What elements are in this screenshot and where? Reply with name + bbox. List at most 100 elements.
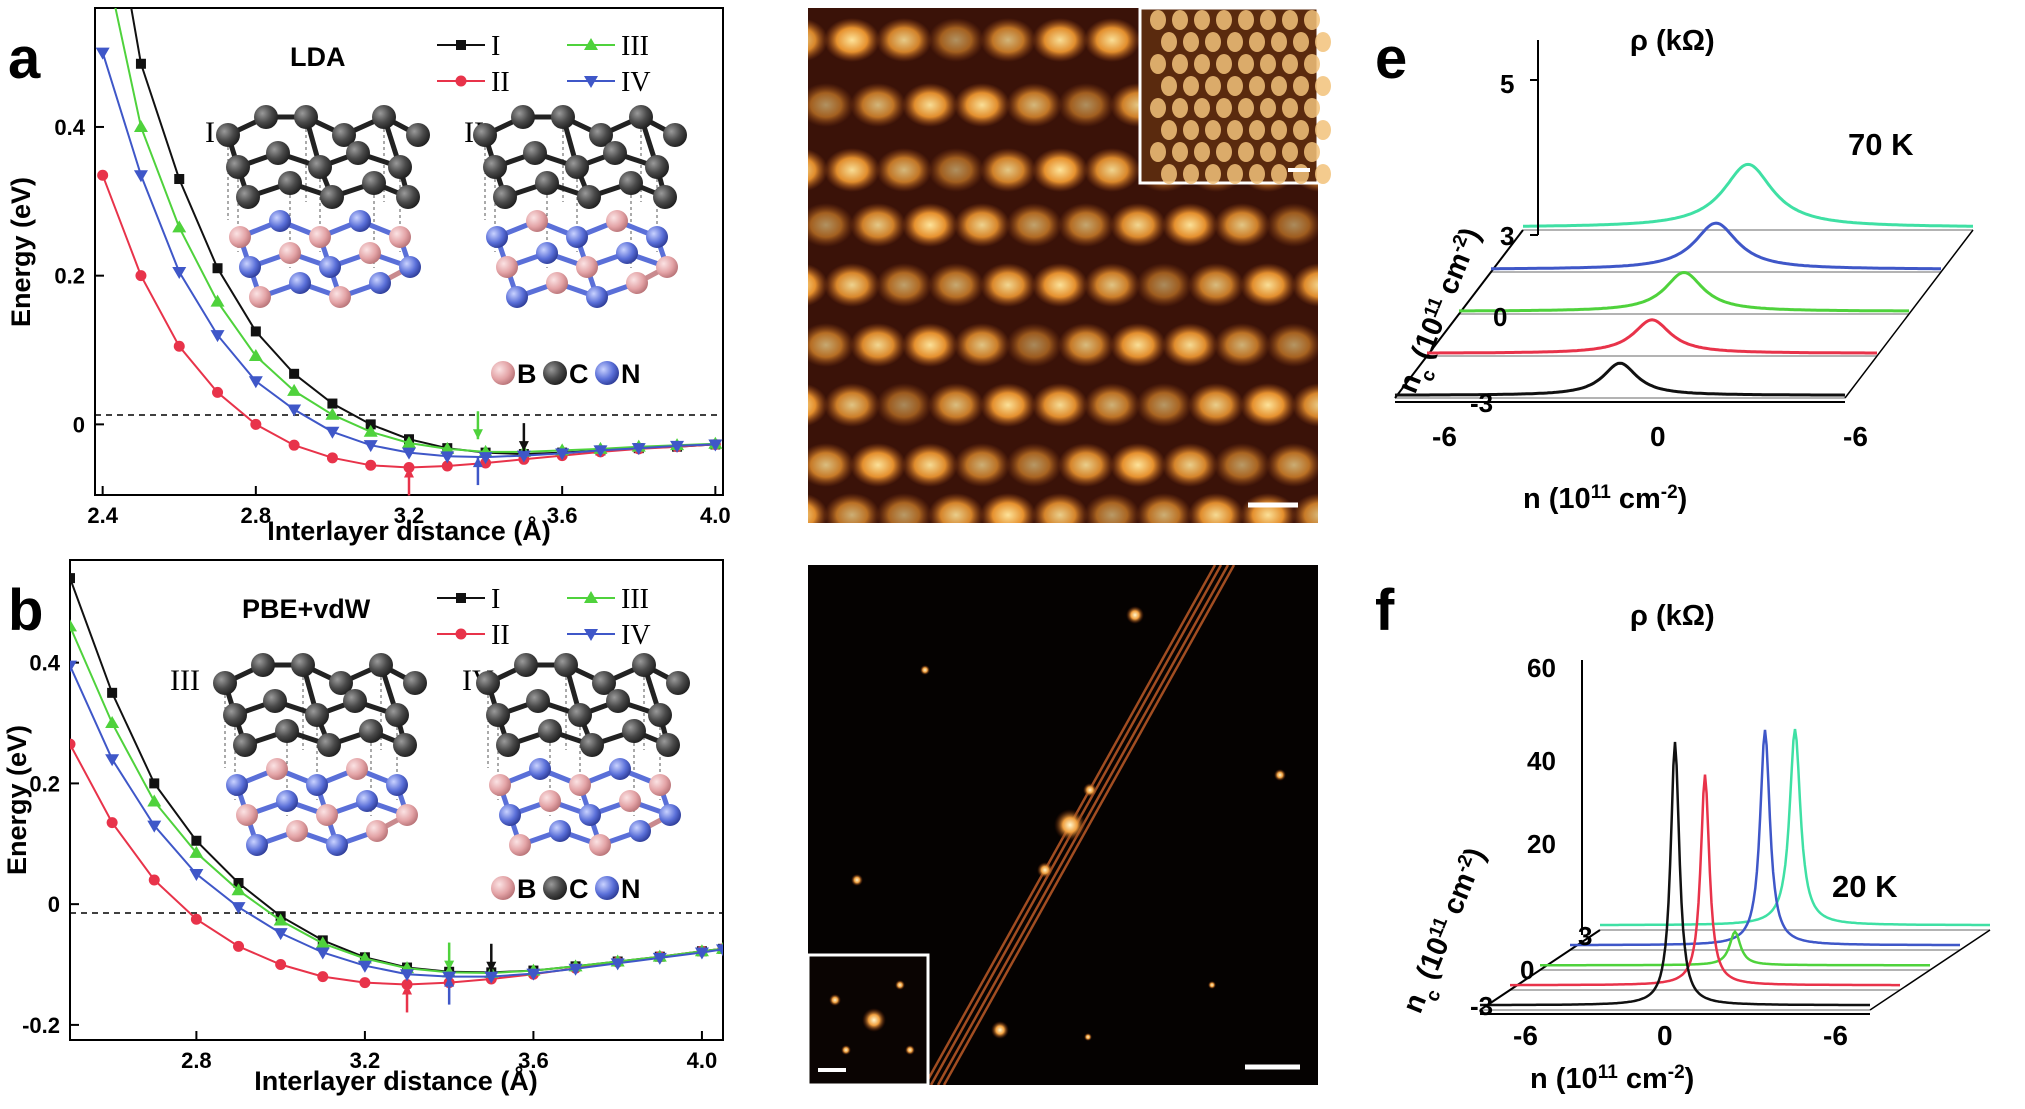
b-carbon-atom xyxy=(393,733,417,757)
panel-e-nc-tick-label-0: 0 xyxy=(1493,302,1507,332)
stm-inset-feature xyxy=(1205,76,1221,96)
stm-inset-feature xyxy=(1282,142,1298,162)
panel-letter-f: f xyxy=(1375,578,1395,643)
b-series-III-point xyxy=(357,951,372,964)
fft-spot xyxy=(1274,769,1286,781)
stm-feature xyxy=(980,383,1036,427)
stm-feature xyxy=(1032,383,1088,427)
panel-e-xlabel-base: n (10 xyxy=(1523,483,1591,515)
b-series-IV-point xyxy=(610,958,625,971)
e-trace-nc-3 xyxy=(1491,221,1941,271)
stm-feature xyxy=(876,263,932,307)
stm-inset-feature xyxy=(1194,54,1210,74)
stm-inset-feature xyxy=(1293,164,1309,184)
stm-feature xyxy=(808,323,854,367)
stm-feature xyxy=(928,383,984,427)
a-carbon-atom xyxy=(493,185,517,209)
b-carbon-atom xyxy=(648,703,672,727)
panel-f-nc-label-sup2: -2 xyxy=(1451,852,1477,876)
stm-inset-feature xyxy=(1216,98,1232,118)
panel-e: ρ (kΩ) 5 3 70 K 0 -3 -6 0 -6 n (1011 cm-… xyxy=(1392,25,1974,515)
b-series-I-point xyxy=(233,878,244,889)
a-series-II-point xyxy=(326,452,338,464)
b-series-I-point xyxy=(70,573,75,584)
b-nitrogen-atom xyxy=(246,834,268,856)
stm-inset-feature xyxy=(1227,120,1243,140)
stm-feature xyxy=(902,83,958,127)
b-boron-atom xyxy=(589,834,611,856)
panel-f-z-tick-label-60: 60 xyxy=(1527,653,1556,683)
fft-spot xyxy=(920,665,930,675)
stm-feature xyxy=(1084,493,1140,523)
b-minimum-arrowhead xyxy=(402,984,413,995)
b-carbon-atom xyxy=(317,733,341,757)
a-minimum-arrowhead xyxy=(404,467,414,478)
a-carbon-atom xyxy=(396,185,420,209)
f-trace-nc-4 xyxy=(1600,728,1990,927)
stm-inset-feature xyxy=(1194,10,1210,30)
stm-inset-feature xyxy=(1304,98,1320,118)
b-boron-atom xyxy=(316,804,338,826)
b-carbon-atom xyxy=(592,671,616,695)
stm-feature xyxy=(928,18,984,62)
a-nitrogen-atom xyxy=(566,226,588,248)
stm-inset-feature xyxy=(1227,164,1243,184)
a-carbon-atom xyxy=(278,171,302,195)
a-series-IV-point xyxy=(210,330,225,343)
panel-b-method: PBE+vdW xyxy=(242,594,371,624)
a-boron-atom xyxy=(329,286,351,308)
a-carbon-atom xyxy=(483,155,507,179)
stm-feature xyxy=(850,323,906,367)
b-key-nitrogen-atom xyxy=(595,876,619,900)
a-key-boron-atom xyxy=(491,361,515,385)
b-series-IV-point xyxy=(716,944,723,957)
a-key-carbon-label: C xyxy=(569,359,589,389)
stm-inset-feature xyxy=(1183,164,1199,184)
a-series-IV-point xyxy=(287,404,302,417)
a-series-I-point xyxy=(212,263,223,274)
stm-feature xyxy=(1084,383,1140,427)
a-nitrogen-atom xyxy=(486,226,508,248)
b-legend-marker-III xyxy=(584,591,598,603)
stm-feature xyxy=(1006,203,1062,247)
b-x-tick-label: 2.8 xyxy=(181,1048,212,1073)
b-carbon-atom xyxy=(554,653,578,677)
panel-letter-a: a xyxy=(8,26,41,91)
stm-inset-feature xyxy=(1304,142,1320,162)
stm-inset-feature xyxy=(1172,10,1188,30)
stm-feature xyxy=(1006,443,1062,487)
a-series-IV-point xyxy=(95,47,110,60)
panel-f-xlabel-sup2: -2 xyxy=(1668,1062,1685,1083)
a-series-III-point xyxy=(248,348,263,361)
stm-inset-feature xyxy=(1249,76,1265,96)
b-boron-atom xyxy=(649,774,671,796)
b-boron-atom xyxy=(266,758,288,780)
stm-feature xyxy=(1006,323,1062,367)
stm-feature xyxy=(1240,383,1296,427)
fft-inset-spot xyxy=(829,994,841,1006)
a-carbon-atom xyxy=(308,155,332,179)
stm-feature xyxy=(1162,203,1218,247)
stm-feature xyxy=(1006,83,1062,127)
panel-f-xlabel-sup: 11 xyxy=(1598,1062,1619,1083)
stm-feature xyxy=(876,148,932,192)
panel-e-x-tick-label-left: -6 xyxy=(1432,421,1457,452)
b-y-tick-label: -0.2 xyxy=(22,1013,60,1038)
stm-inset-feature xyxy=(1161,32,1177,52)
panel-f-xlabel-base: n (10 xyxy=(1530,1063,1598,1095)
stm-feature xyxy=(850,203,906,247)
a-key-nitrogen-label: N xyxy=(621,359,641,389)
f-trace-nc-2 xyxy=(1540,929,1930,967)
stm-inset-feature xyxy=(1216,142,1232,162)
stm-inset-feature xyxy=(1271,120,1287,140)
fft-spot xyxy=(1126,606,1144,624)
fft-inset-spot xyxy=(862,1008,886,1032)
stm-inset-feature xyxy=(1194,142,1210,162)
b-legend-label-II: II xyxy=(491,620,510,651)
stm-inset-feature xyxy=(1293,76,1309,96)
a-nitrogen-atom xyxy=(239,256,261,278)
panel-letter-e: e xyxy=(1375,26,1407,91)
b-nitrogen-atom xyxy=(386,774,408,796)
e-right-edge xyxy=(1844,229,1974,399)
stm-inset-feature xyxy=(1282,10,1298,30)
